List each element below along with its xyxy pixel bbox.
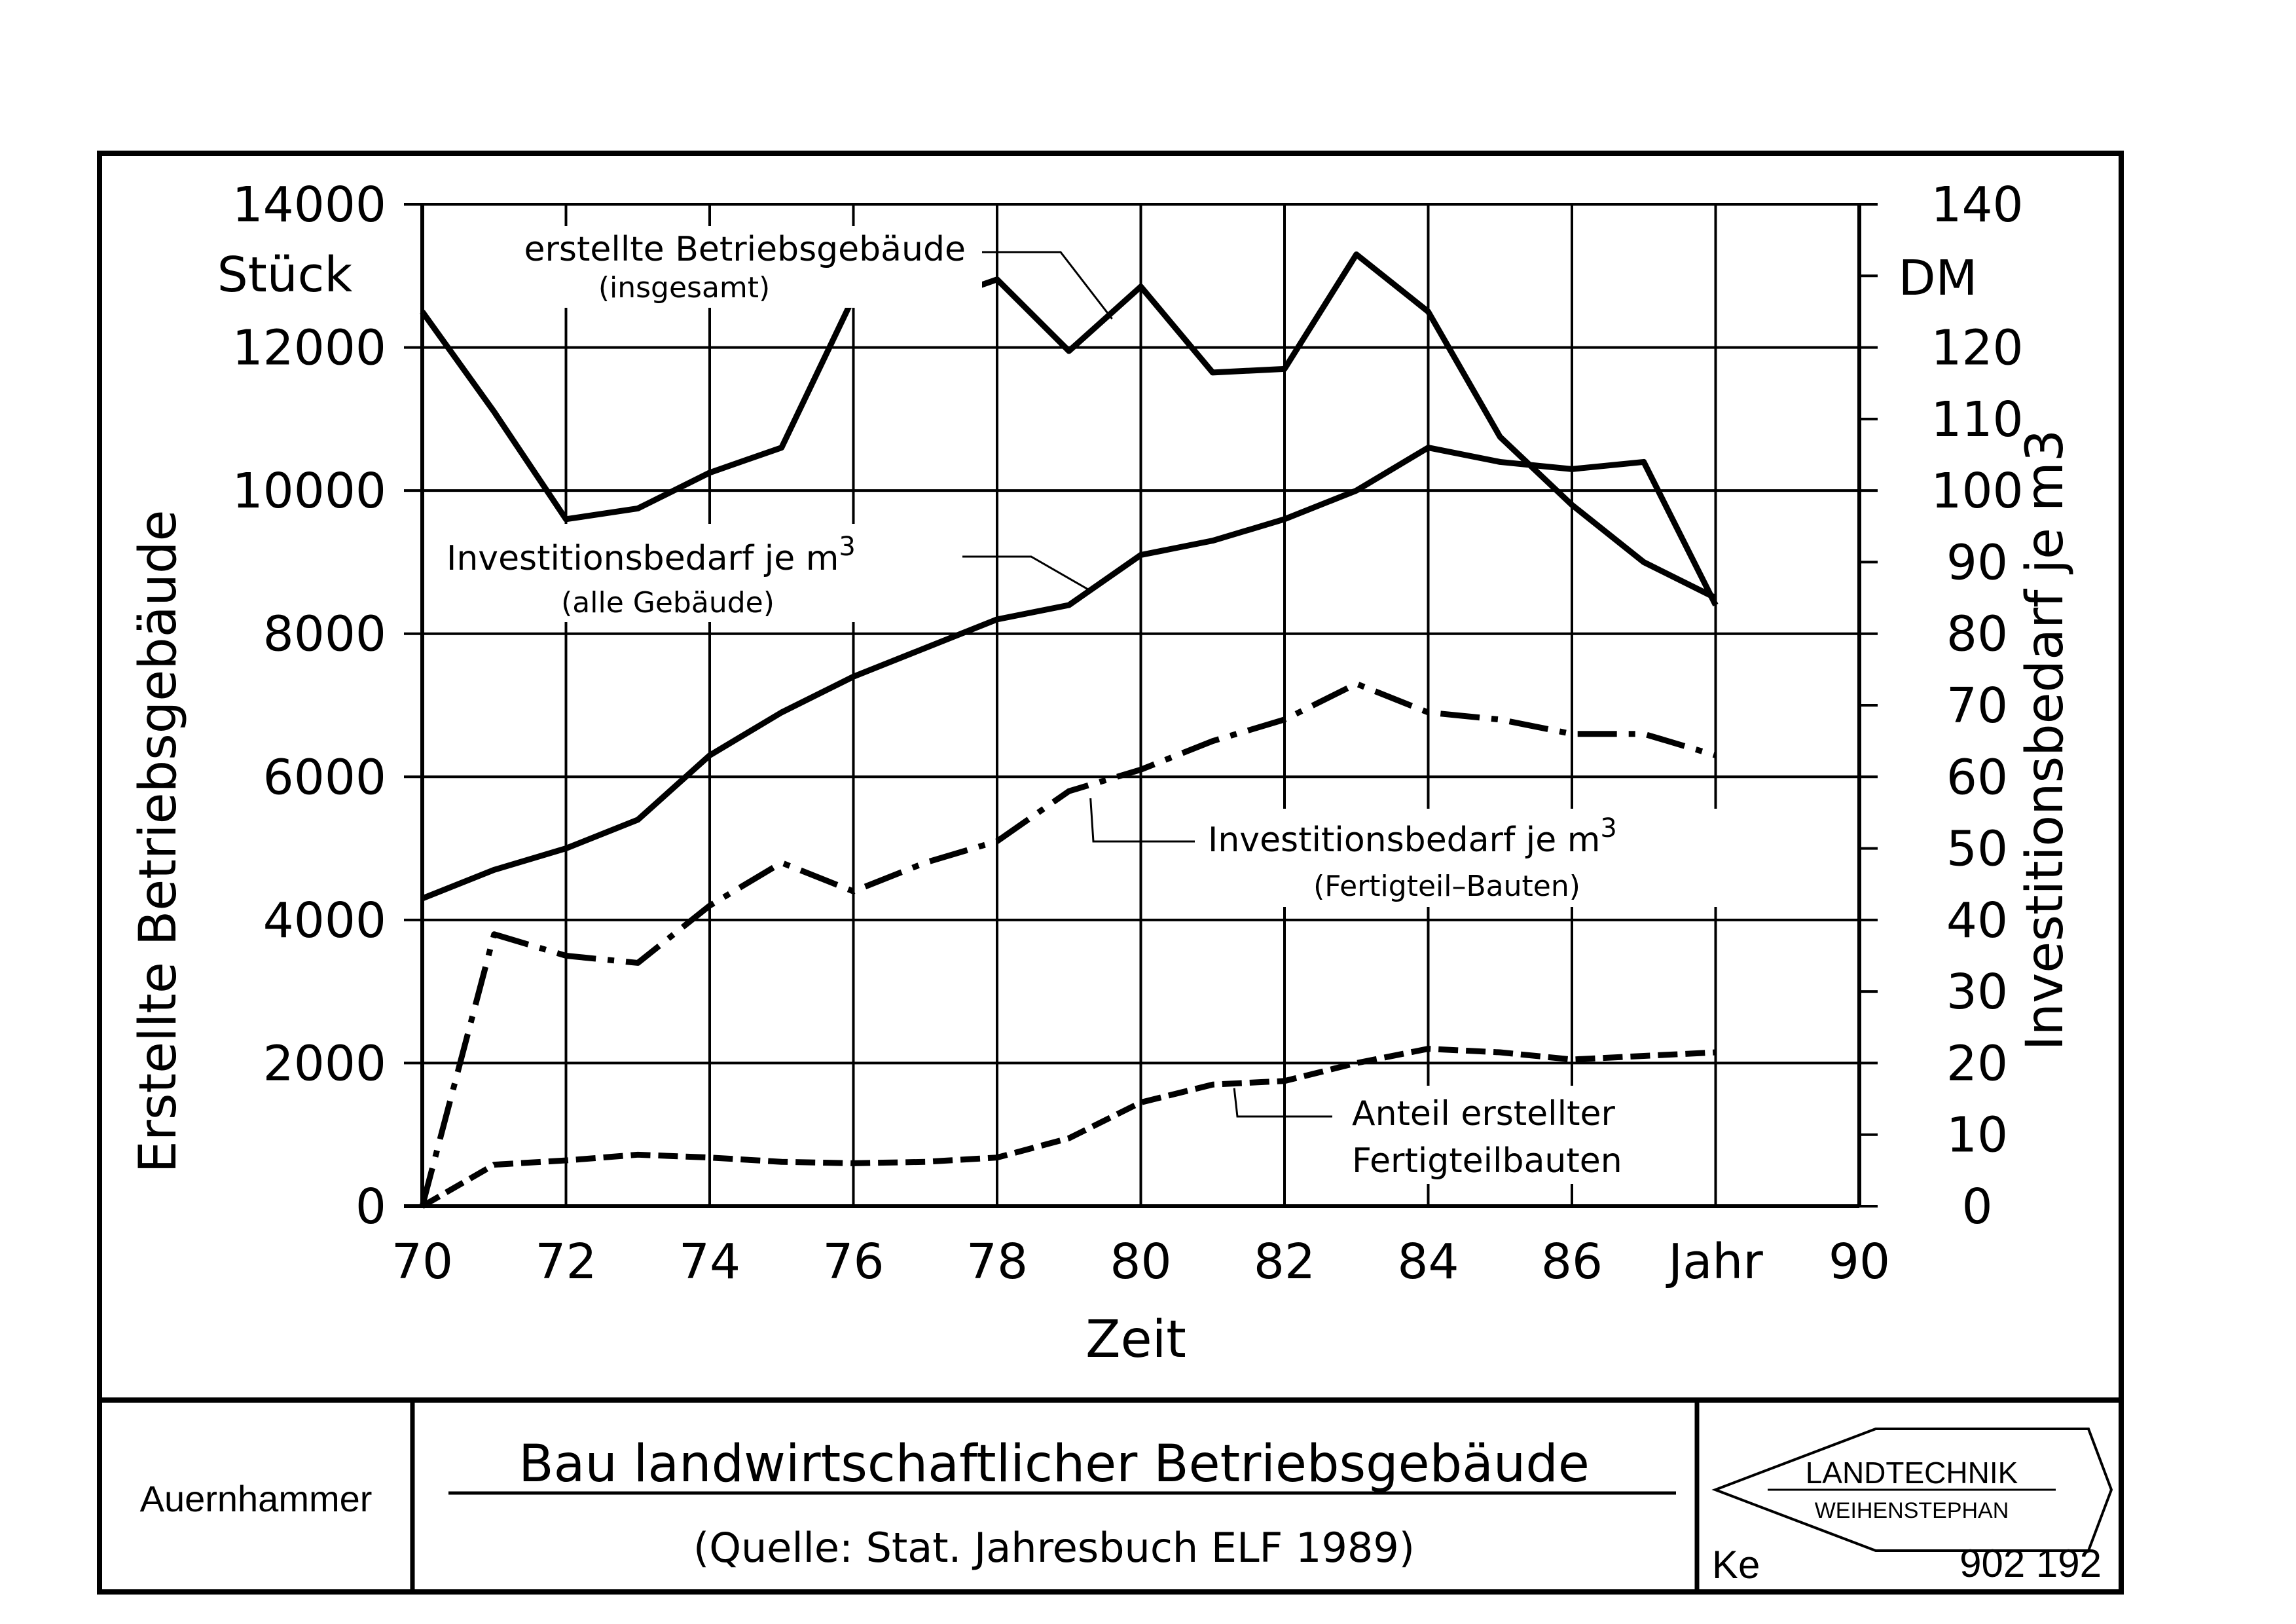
footer-title: Bau landwirtschaftlicher Betriebsgebäude: [519, 1435, 1590, 1494]
leader-invest-prefab: [1089, 798, 1198, 843]
logo-sub-text: WEIHENSTEPHAN: [1815, 1498, 2009, 1523]
series-line-1: [421, 445, 1719, 902]
left-tick-label: 2000: [263, 1035, 386, 1092]
leader-prefab-share: [1233, 1088, 1339, 1118]
plot-grid: [404, 203, 1878, 1208]
series-line-3: [420, 1046, 1716, 1209]
annotation-invest-prefab-sub: (Fertigteil–Bauten): [1313, 870, 1580, 903]
annotation-invest-prefab: Investitionsbedarf je m3 (Fertigteil–Bau…: [1195, 809, 1732, 907]
right-tick-label: 60: [1946, 749, 2008, 805]
footer-author: Auernhammer: [140, 1478, 373, 1519]
right-tick-label: 100: [1931, 463, 2023, 519]
right-tick-label: 10: [1946, 1107, 2008, 1164]
series-line-2: [419, 680, 1717, 1208]
series-line-0: [420, 251, 1717, 601]
right-tick-label: 70: [1946, 678, 2008, 734]
x-axis-title: Zeit: [1085, 1310, 1186, 1369]
right-axis-title: Investitionsbedarf je m3: [2016, 430, 2075, 1051]
right-tick-label: 80: [1946, 606, 2008, 663]
annotation-prefab-share: Anteil erstellter Fertigteilbauten: [1332, 1086, 1699, 1184]
left-tick-label: 10000: [232, 463, 386, 519]
x-tick-label: 90: [1829, 1234, 1890, 1290]
right-tick-label: 50: [1946, 821, 2008, 877]
annotation-leaders: [962, 251, 1339, 1118]
x-tick-label: 84: [1397, 1234, 1459, 1290]
right-tick-label: 0: [1961, 1179, 1992, 1235]
left-tick-label: 12000: [232, 320, 386, 377]
annotation-total-buildings-name: erstellte Betriebsgebäude: [524, 230, 966, 269]
footer-initials: Ke: [1712, 1543, 1760, 1587]
x-tick-label: 82: [1254, 1234, 1315, 1290]
logo-main-text: LANDTECHNIK: [1806, 1456, 2018, 1490]
right-tick-label: 140: [1931, 177, 2023, 233]
series-layer: [419, 251, 1719, 1209]
left-tick-label: 14000: [232, 177, 386, 233]
x-tick-label: Jahr: [1666, 1234, 1763, 1290]
x-tick-label: 72: [535, 1234, 596, 1290]
right-tick-label: 120: [1931, 320, 2023, 377]
left-tick-label: 8000: [263, 606, 386, 663]
annotation-total-buildings-sub: (insgesamt): [598, 271, 770, 304]
left-axis-title: Erstellte Betriebsgebäude: [129, 510, 188, 1173]
right-tick-label: 20: [1946, 1035, 2008, 1092]
outer-frame: [97, 151, 2124, 1595]
x-tick-label: 80: [1110, 1234, 1171, 1290]
annotation-invest-all: Investitionsbedarf je m3 (alle Gebäude): [439, 524, 962, 622]
leader-invest-all: [962, 555, 1091, 592]
leader-total-buildings: [975, 251, 1113, 320]
left-axis-unit: Stück: [217, 247, 353, 303]
annotation-prefab-share-name: Anteil erstellter: [1352, 1094, 1615, 1134]
left-tick-label: 0: [355, 1179, 386, 1235]
left-tick-label: 6000: [263, 749, 386, 805]
right-axis-unit: DM: [1899, 250, 1978, 306]
x-tick-label: 86: [1541, 1234, 1603, 1290]
right-tick-label: 30: [1946, 964, 2008, 1020]
axis-labels: 0 2000 4000 6000 8000 10000 12000 14000 0 10 20 30 4…: [232, 177, 2024, 1290]
footer-source: (Quelle: Stat. Jahresbuch ELF 1989): [693, 1524, 1415, 1572]
right-tick-label: 40: [1946, 893, 2008, 949]
x-tick-label: 76: [822, 1234, 884, 1290]
x-tick-label: 74: [679, 1234, 740, 1290]
x-tick-label: 78: [966, 1234, 1028, 1290]
annotation-prefab-share-name2: Fertigteilbauten: [1352, 1141, 1622, 1181]
landtechnik-logo: LANDTECHNIK WEIHENSTEPHAN: [1711, 1428, 2113, 1552]
annotation-invest-prefab-name: Investitionsbedarf je m3: [1208, 813, 1617, 860]
annotation-total-buildings: erstellte Betriebsgebäude (insgesamt): [432, 226, 982, 308]
annotation-invest-all-name: Investitionsbedarf je m3: [446, 532, 856, 578]
annotation-invest-all-sub: (alle Gebäude): [561, 586, 774, 619]
x-tick-label: 70: [392, 1234, 453, 1290]
right-tick-label: 110: [1931, 392, 2023, 448]
left-tick-label: 4000: [263, 893, 386, 949]
footer-drawing-number: 902 192: [1959, 1541, 2102, 1585]
right-tick-label: 90: [1946, 534, 2008, 591]
